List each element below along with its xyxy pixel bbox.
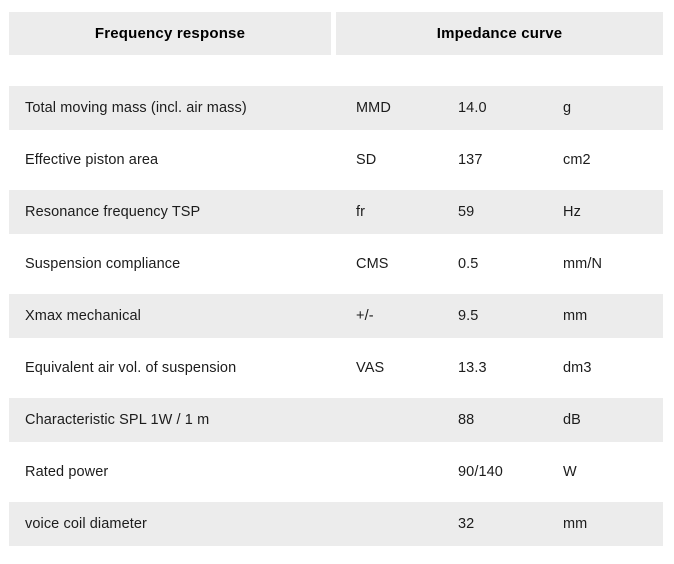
spec-label: voice coil diameter [25, 516, 147, 532]
header-table-gap [9, 55, 663, 86]
tab-frequency-response[interactable]: Frequency response [9, 12, 331, 55]
spec-value: 14.0 [458, 100, 487, 116]
spec-label: Characteristic SPL 1W / 1 m [25, 412, 210, 428]
spec-sheet: Frequency response Impedance curve Total… [9, 12, 663, 546]
spec-label: Xmax mechanical [25, 308, 141, 324]
table-row: Characteristic SPL 1W / 1 m 88 dB [9, 398, 663, 442]
spec-unit: dB [563, 412, 581, 428]
tab-impedance-curve-label: Impedance curve [436, 25, 563, 42]
spec-unit: Hz [563, 204, 581, 220]
spec-value: 0.5 [458, 256, 479, 272]
table-row: Equivalent air vol. of suspension VAS 13… [9, 346, 663, 390]
spec-value: 59 [458, 204, 475, 220]
spec-unit: mm/N [563, 256, 603, 272]
spec-unit: cm2 [563, 152, 591, 168]
spec-value: 90/140 [458, 464, 503, 480]
spec-symbol: SD [356, 152, 377, 168]
spec-label: Rated power [25, 464, 109, 480]
spec-unit: dm3 [563, 360, 592, 376]
spec-unit: W [563, 464, 577, 480]
table-row: Resonance frequency TSP fr 59 Hz [9, 190, 663, 234]
tab-frequency-response-label: Frequency response [94, 25, 246, 42]
spec-label: Resonance frequency TSP [25, 204, 201, 220]
spec-value: 88 [458, 412, 475, 428]
spec-unit: g [563, 100, 572, 116]
spec-symbol: fr [356, 204, 366, 220]
table-row: voice coil diameter 32 mm [9, 502, 663, 546]
spec-value: 13.3 [458, 360, 487, 376]
spec-value: 32 [458, 516, 475, 532]
spec-unit: mm [563, 516, 588, 532]
spec-label: Suspension compliance [25, 256, 181, 272]
spec-table: Total moving mass (incl. air mass) MMD 1… [9, 86, 663, 546]
table-row: Rated power 90/140 W [9, 450, 663, 494]
spec-label: Total moving mass (incl. air mass) [25, 100, 247, 116]
table-row: Effective piston area SD 137 cm2 [9, 138, 663, 182]
spec-symbol: VAS [356, 360, 385, 376]
spec-symbol: MMD [356, 100, 391, 116]
spec-value: 137 [458, 152, 483, 168]
table-row: Suspension compliance CMS 0.5 mm/N [9, 242, 663, 286]
spec-label: Equivalent air vol. of suspension [25, 360, 237, 376]
spec-symbol: +/- [356, 308, 374, 324]
table-row: Xmax mechanical +/- 9.5 mm [9, 294, 663, 338]
table-row: Total moving mass (incl. air mass) MMD 1… [9, 86, 663, 130]
spec-label: Effective piston area [25, 152, 159, 168]
spec-value: 9.5 [458, 308, 479, 324]
spec-unit: mm [563, 308, 588, 324]
tab-impedance-curve[interactable]: Impedance curve [336, 12, 663, 55]
tab-bar: Frequency response Impedance curve [9, 12, 663, 55]
spec-symbol: CMS [356, 256, 389, 272]
